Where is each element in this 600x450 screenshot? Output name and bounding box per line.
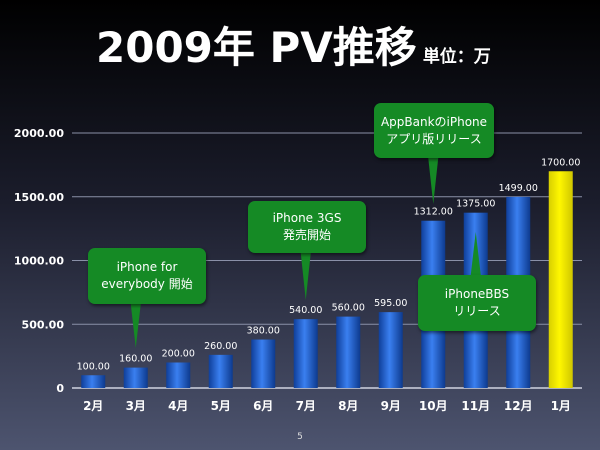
value-label: 100.00 [77, 361, 110, 372]
value-label: 560.00 [332, 303, 365, 314]
x-tick-label: 5月 [211, 399, 231, 413]
x-tick-label: 3月 [126, 399, 146, 413]
x-tick-label: 1月 [551, 399, 571, 413]
x-tick-label: 7月 [296, 399, 316, 413]
bars [81, 171, 573, 388]
annotation-line: AppBankのiPhone [380, 114, 488, 129]
callout-pointers [130, 158, 481, 348]
value-label: 1499.00 [499, 183, 538, 194]
annotation-line: アプリ版リリース [386, 131, 482, 146]
chart-unit-label: 単位：万 [422, 47, 491, 67]
bar [208, 354, 233, 388]
bar [166, 362, 191, 388]
annotation-line: 発売開始 [282, 228, 331, 242]
annotation-iphonebbs: iPhoneBBS リリース [418, 275, 536, 331]
bar [548, 171, 573, 388]
x-tick-label: 12月 [504, 399, 533, 413]
page-number: 5 [297, 432, 303, 442]
x-tick-label: 10月 [419, 399, 448, 413]
value-labels: 100.00 160.00 200.00 260.00 380.00 540.00 560.… [77, 157, 581, 372]
bar [81, 375, 106, 388]
value-label: 1312.00 [414, 207, 453, 218]
bar [251, 339, 276, 388]
value-label: 260.00 [204, 341, 237, 352]
x-tick-label: 6月 [253, 399, 273, 413]
x-tick-label: 8月 [338, 399, 358, 413]
y-tick-label: 0 [56, 382, 64, 395]
value-label: 595.00 [374, 298, 407, 309]
callout-pointer [300, 253, 311, 300]
bar [336, 316, 361, 388]
x-tick-label: 11月 [461, 399, 490, 413]
x-axis-tick-labels: 2月 3月 4月 5月 6月 7月 8月 9月 10月 11月 12月 1月 [83, 399, 571, 413]
callout-pointer [130, 304, 141, 348]
callout-pointer [470, 232, 481, 275]
value-label: 380.00 [247, 326, 280, 337]
bar [293, 319, 318, 388]
annotation-iphone-for-everybody: iPhone for everybody 開始 [88, 248, 206, 304]
y-tick-label: 1000.00 [14, 255, 64, 268]
x-tick-label: 2月 [83, 399, 103, 413]
callout-pointer [428, 158, 439, 204]
bar [378, 312, 403, 388]
x-tick-label: 9月 [381, 399, 401, 413]
x-tick-label: 4月 [168, 399, 188, 413]
annotation-line: iPhone for [116, 260, 178, 274]
value-label: 540.00 [289, 305, 322, 316]
chart-title: 2009年 PV推移 単位：万 [96, 18, 491, 87]
y-axis-tick-labels: 0 500.00 1000.00 1500.00 2000.00 [14, 127, 64, 395]
y-tick-label: 1500.00 [14, 191, 64, 204]
annotation-appbank-app: AppBankのiPhone アプリ版リリース [374, 103, 494, 158]
chart-title-main: 2009年 PV推移 [96, 23, 417, 72]
value-label: 1375.00 [456, 199, 495, 210]
value-label: 1700.00 [541, 157, 580, 168]
annotation-line: iPhone 3GS [272, 211, 342, 225]
annotation-line: everybody 開始 [101, 277, 193, 291]
y-tick-label: 500.00 [22, 318, 65, 331]
bar [123, 367, 148, 388]
value-label: 200.00 [162, 349, 195, 360]
annotation-iphone-3gs: iPhone 3GS 発売開始 [248, 201, 366, 253]
annotation-line: リリース [453, 304, 501, 318]
annotation-line: iPhoneBBS [444, 287, 510, 301]
value-label: 160.00 [119, 354, 152, 365]
y-tick-label: 2000.00 [14, 127, 64, 140]
